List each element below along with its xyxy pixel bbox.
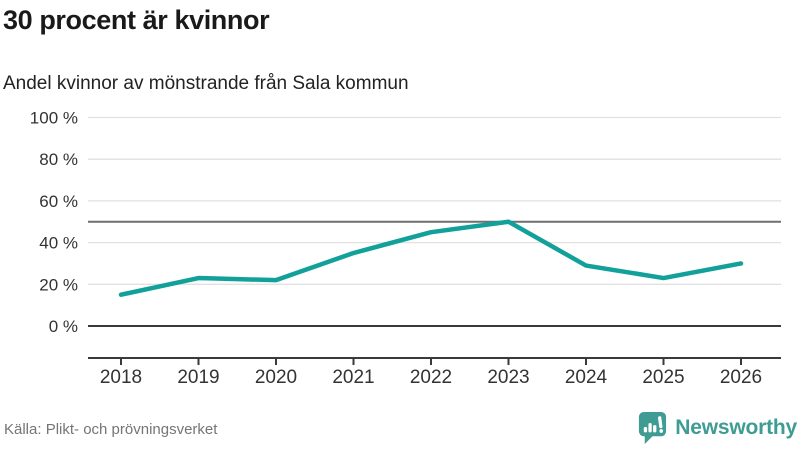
chart-subtitle: Andel kvinnor av mönstrande från Sala ko… <box>3 73 409 94</box>
y-tick-label: 0 % <box>49 317 78 336</box>
newsworthy-wordmark: Newsworthy <box>675 416 797 439</box>
x-tick-label: 2023 <box>487 367 529 388</box>
y-tick-label: 20 % <box>39 275 78 294</box>
newsworthy-logo[interactable]: Newsworthy <box>637 411 797 445</box>
newsworthy-bar-chart-icon <box>637 411 668 445</box>
x-tick-label: 2024 <box>565 367 608 388</box>
y-tick-label: 100 % <box>30 109 78 128</box>
page-title: 30 procent är kvinnor <box>3 5 270 35</box>
y-tick-label: 40 % <box>39 234 78 253</box>
y-tick-label: 80 % <box>39 150 78 169</box>
x-tick-label: 2022 <box>410 367 452 388</box>
x-tick-label: 2021 <box>332 367 374 388</box>
y-tick-label: 60 % <box>39 192 78 211</box>
x-tick-label: 2025 <box>642 367 684 388</box>
x-tick-label: 2018 <box>100 367 142 388</box>
x-tick-label: 2020 <box>255 367 297 388</box>
source-caption: Källa: Plikt- och prövningsverket <box>4 421 218 438</box>
x-tick-label: 2026 <box>720 367 762 388</box>
x-tick-label: 2019 <box>177 367 219 388</box>
data-line-andel-kvinnor <box>118 219 744 297</box>
